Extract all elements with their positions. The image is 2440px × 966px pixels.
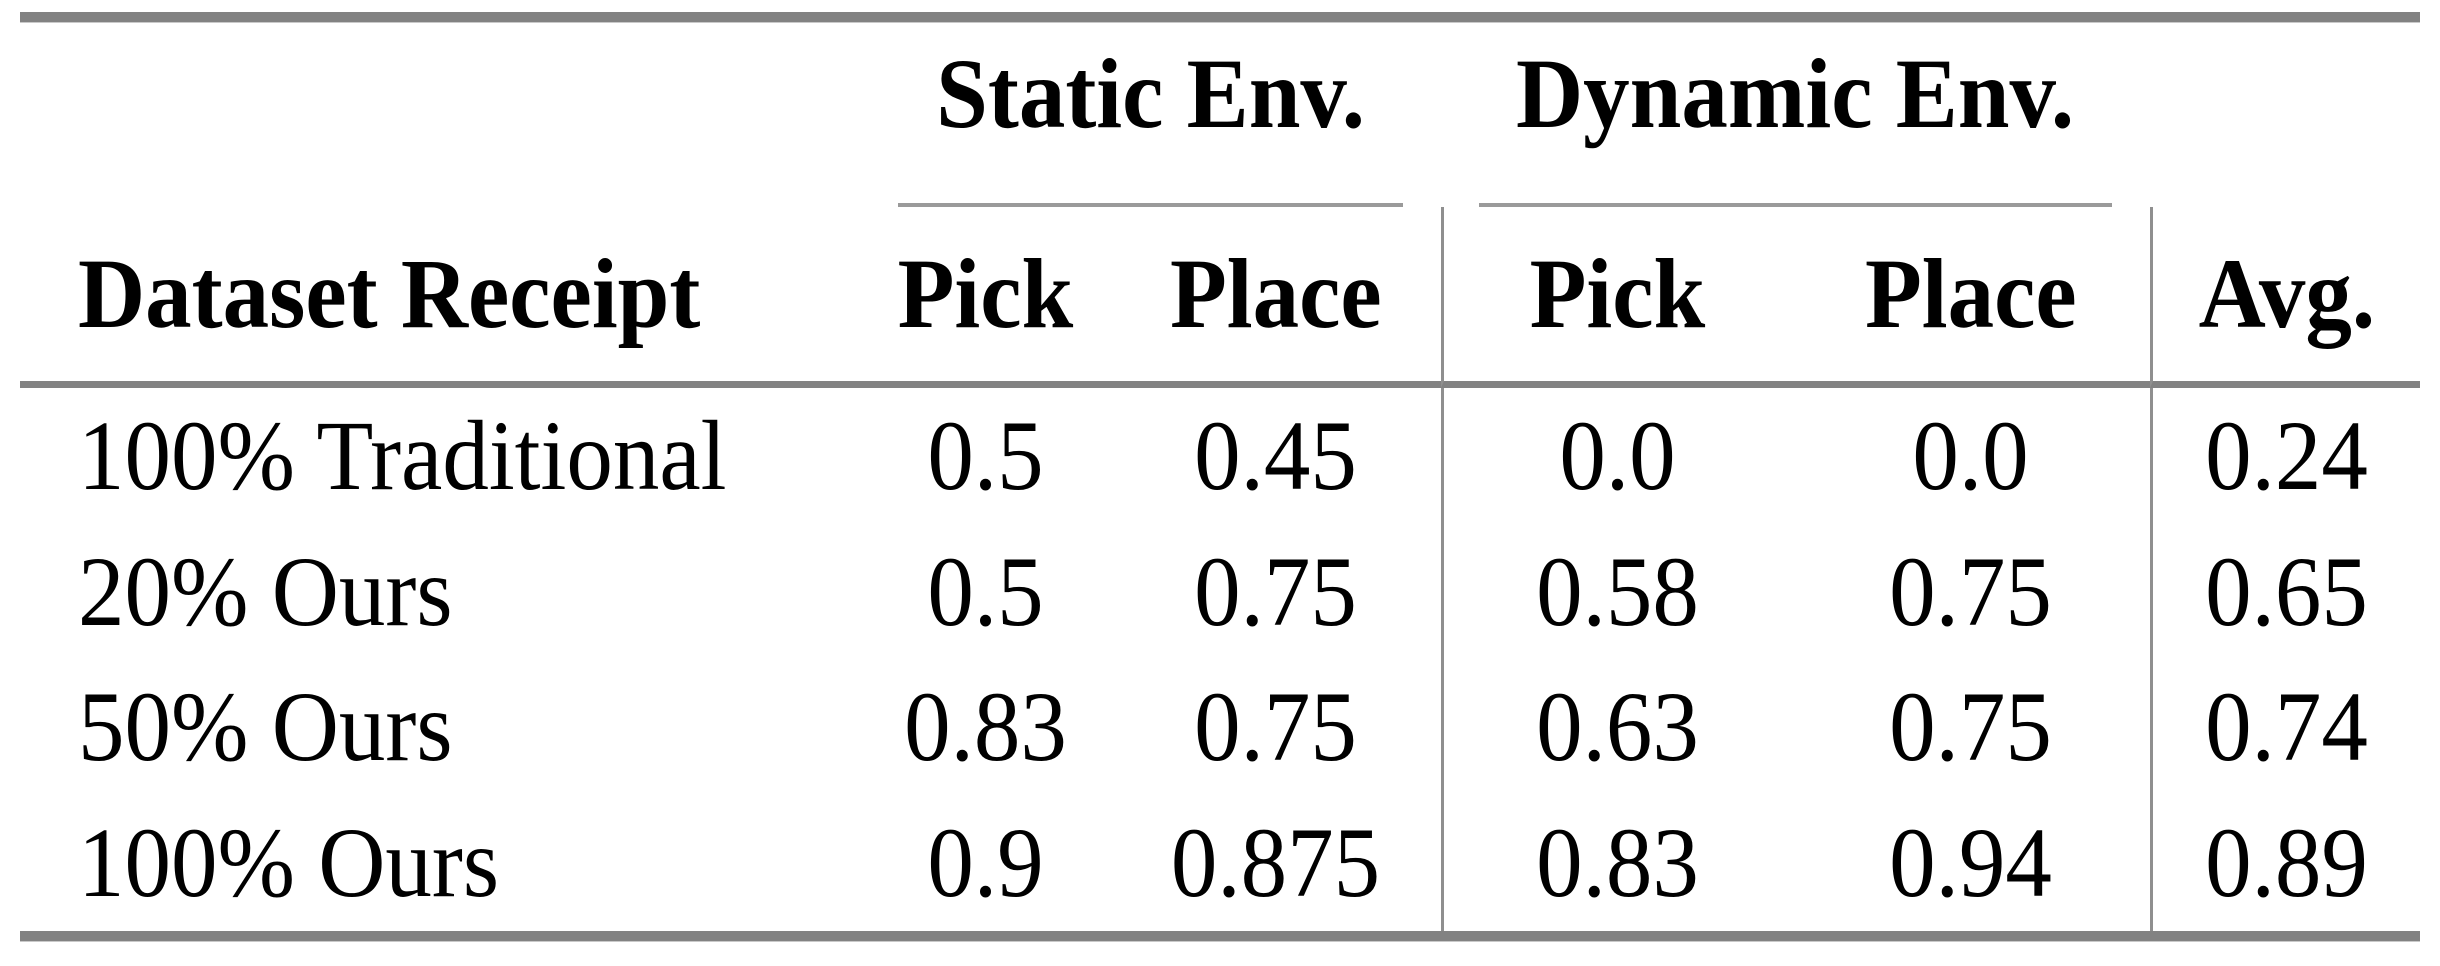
- row-3-dataset: 100% Ours: [78, 807, 500, 919]
- header-static-place: Place: [1110, 207, 1441, 388]
- header-avg: Avg.: [2150, 207, 2420, 388]
- row-2-dynamic-pick: 0.63: [1441, 659, 1791, 796]
- row-3-avg: 0.89: [2150, 795, 2420, 931]
- row-1-dataset: 20% Ours: [78, 535, 453, 647]
- header-dynamic-pick: Pick: [1441, 207, 1791, 388]
- row-3-dynamic-place: 0.94: [1889, 807, 2052, 919]
- row-1-dynamic-pick: 0.58: [1441, 523, 1791, 660]
- results-table: Static Env. Dynamic Env. Dataset Receipt…: [20, 22, 2420, 931]
- group-header-dynamic-env-label: Dynamic Env.: [1516, 38, 2075, 149]
- row-1-static-place: 0.75: [1194, 535, 1357, 647]
- row-3-static-pick: 0.9: [926, 807, 1044, 919]
- row-0-avg: 0.24: [2150, 388, 2420, 524]
- row-2-static-place: 0.75: [1194, 671, 1357, 783]
- row-0-static-pick: 0.5: [926, 399, 1044, 511]
- row-0-dataset: 100% Traditional: [78, 399, 727, 511]
- row-3-dynamic-pick: 0.83: [1441, 795, 1791, 931]
- header-static-pick: Pick: [860, 207, 1110, 388]
- group-header-spacer: [2150, 22, 2420, 207]
- row-1-static-pick: 0.5: [926, 535, 1044, 647]
- row-2-avg: 0.74: [2150, 659, 2420, 796]
- table-top-rule: [20, 12, 2420, 22]
- static-env-cmidrule: [898, 203, 1403, 207]
- group-header-static-env-label: Static Env.: [936, 38, 1365, 149]
- group-header-static-env: Static Env.: [860, 22, 1441, 207]
- header-dataset-receipt: Dataset Receipt: [20, 207, 860, 388]
- row-0-static-place: 0.45: [1194, 399, 1357, 511]
- group-header-spacer: [20, 22, 860, 207]
- table-bottom-rule: [20, 931, 2420, 941]
- row-3-static-place: 0.875: [1170, 807, 1381, 919]
- row-0-dynamic-place: 0.0: [1912, 399, 2029, 511]
- row-0-dynamic-pick: 0.0: [1441, 388, 1791, 524]
- row-2-dataset: 50% Ours: [78, 671, 453, 783]
- row-2-static-pick: 0.83: [903, 671, 1067, 783]
- header-dynamic-place: Place: [1791, 207, 2150, 388]
- row-1-dynamic-place: 0.75: [1889, 535, 2052, 647]
- dynamic-env-cmidrule: [1479, 203, 2112, 207]
- row-2-dynamic-place: 0.75: [1889, 671, 2052, 783]
- group-header-dynamic-env: Dynamic Env.: [1441, 22, 2150, 207]
- row-1-avg: 0.65: [2150, 523, 2420, 660]
